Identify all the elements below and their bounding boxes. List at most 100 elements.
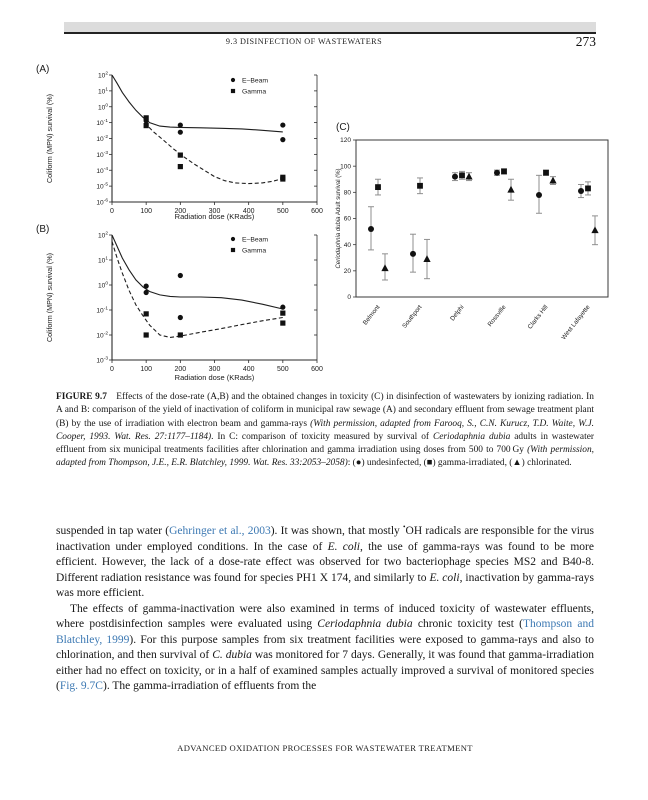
text-segment: Effects of the dose-rate (A,B) and the o…: [56, 392, 594, 429]
text-segment: , inactivation by gamma-rays was more ef…: [56, 571, 594, 600]
text-segment: •: [403, 523, 406, 532]
text-segment: E. coli: [327, 540, 360, 553]
data-point-circle: [230, 77, 236, 83]
data-point-circle: [578, 188, 584, 195]
text-segment: , the use of gamma-rays was found to be …: [56, 540, 594, 584]
data-point-triangle: [549, 176, 557, 184]
svg-text:100: 100: [340, 163, 351, 170]
svg-text:Ceriodaphnia dubia Adult survi: Ceriodaphnia dubia Adult survival (%): [336, 168, 342, 268]
svg-text:Gamma: Gamma: [242, 89, 266, 96]
svg-text:400: 400: [243, 366, 255, 373]
svg-text:E–Beam: E–Beam: [242, 78, 268, 85]
svg-text:10-1: 10-1: [96, 306, 108, 315]
svg-text:10-3: 10-3: [96, 356, 108, 365]
svg-text:Rossville: Rossville: [487, 304, 508, 329]
svg-text:100: 100: [140, 208, 152, 215]
citation-link[interactable]: Fig. 9.7C: [59, 680, 103, 692]
data-point-square: [177, 332, 183, 338]
svg-text:10-2: 10-2: [96, 134, 108, 143]
data-point-triangle: [465, 172, 473, 180]
chart-a-coliform-raw-sewage: 0 100 200 300 400 500 600 102 101 100 10-1 10-2 10-3…: [30, 62, 335, 222]
svg-text:100: 100: [98, 281, 108, 290]
citation-link[interactable]: Gehringer et al., 2003: [169, 525, 271, 537]
running-head: 9.3 DISINFECTION OF WASTEWATERS: [225, 37, 383, 46]
data-point-triangle: [591, 226, 599, 234]
text-segment: ). The gamma-irradiation of effluents fr…: [102, 680, 317, 692]
header-rule-bar: [64, 22, 596, 34]
svg-text:600: 600: [311, 366, 323, 373]
data-point-circle: [177, 272, 183, 279]
chart-b-coliform-secondary-effluent: 0 100 200 300 400 500 600 102 101 100 10-1 10-2 10-3…: [30, 222, 335, 392]
svg-text:Southport: Southport: [401, 304, 423, 330]
data-point-circle: [280, 137, 286, 143]
svg-text:Coliform (MPN) survival (%): Coliform (MPN) survival (%): [45, 253, 54, 342]
svg-text:600: 600: [311, 208, 323, 215]
data-point-square: [375, 184, 381, 190]
data-point-square: [459, 172, 465, 179]
data-point-circle: [536, 191, 542, 198]
fit-line-e-beam: [111, 74, 283, 133]
text-segment: suspended in tap water (: [56, 525, 170, 537]
svg-text:10-5: 10-5: [96, 182, 108, 191]
svg-text:400: 400: [243, 208, 255, 215]
series-gamma-irradiated: [375, 168, 591, 196]
data-point-square: [143, 311, 149, 317]
text-segment: OH radicals are responsible for the viru…: [56, 525, 594, 553]
data-point-square: [177, 163, 183, 170]
data-point-circle: [143, 283, 149, 289]
data-point-square: [501, 168, 507, 175]
figure-caption: FIGURE 9.7 Effects of the dose-rate (A,B…: [56, 391, 594, 471]
chart-c-ceriodaphnia-survival: 0 20 40 60 80 100 120 Ceriodaphnia dubia Adult …: [330, 106, 630, 370]
text-segment: adults in wastewater effluent from six m…: [56, 431, 594, 456]
data-point-circle: [280, 304, 286, 310]
svg-text:80: 80: [344, 190, 352, 197]
data-point-circle: [143, 289, 149, 296]
svg-text:40: 40: [344, 242, 352, 249]
text-segment: C. dubia: [212, 649, 252, 661]
chart-B-canvas: 0 100 200 300 400 500 600 102 101 100 10-1 10-2 10-3…: [45, 231, 323, 383]
data-point-circle: [280, 122, 286, 128]
data-point-triangle: [423, 255, 431, 262]
svg-text:102: 102: [98, 231, 108, 240]
data-point-circle: [177, 122, 183, 128]
svg-text:200: 200: [174, 366, 186, 373]
series-chlorinated: [381, 172, 599, 281]
svg-text:0: 0: [110, 366, 114, 373]
data-point-square: [143, 115, 149, 121]
series-gamma: [143, 310, 286, 338]
series-e-beam: [143, 272, 286, 321]
svg-text:100: 100: [140, 366, 152, 373]
svg-text:E–Beam: E–Beam: [242, 237, 268, 244]
data-point-square: [143, 122, 149, 129]
svg-text:Gamma: Gamma: [242, 248, 266, 255]
data-point-square: [280, 310, 286, 316]
text-segment: (With permission, adapted from Thompson,…: [56, 445, 595, 469]
panel-label-b: (B): [36, 224, 50, 235]
svg-text:Coliform (MPN) survival (%): Coliform (MPN) survival (%): [45, 94, 54, 183]
text-segment: was monitored for 7 days. Generally, it …: [56, 649, 594, 692]
citation-link[interactable]: Thompson and Blatchley, 1999: [56, 618, 594, 646]
svg-text:300: 300: [209, 208, 221, 215]
text-segment: Ceriodaphnia dubia: [432, 431, 511, 442]
series-undesinfected: [368, 169, 584, 273]
data-point-square: [230, 247, 236, 253]
svg-text:500: 500: [277, 366, 289, 373]
series-gamma: [143, 115, 286, 182]
svg-text:10-3: 10-3: [96, 150, 108, 159]
page-number: 273: [575, 34, 596, 49]
fit-line-e-beam: [111, 234, 283, 310]
svg-text:10-4: 10-4: [96, 166, 108, 175]
data-point-square: [585, 185, 591, 192]
panel-label-a: (A): [36, 64, 50, 75]
svg-text:101: 101: [98, 86, 108, 95]
fit-line-gamma: [144, 122, 283, 185]
svg-text:20: 20: [344, 268, 352, 275]
svg-text:Radiation dose (KRads): Radiation dose (KRads): [175, 212, 255, 221]
svg-text:10-2: 10-2: [96, 331, 108, 340]
data-point-circle: [494, 169, 500, 176]
svg-text:0: 0: [347, 294, 351, 301]
svg-text:West Lafayette: West Lafayette: [560, 304, 592, 342]
data-point-square: [543, 169, 549, 176]
svg-text:10-6: 10-6: [96, 198, 108, 207]
